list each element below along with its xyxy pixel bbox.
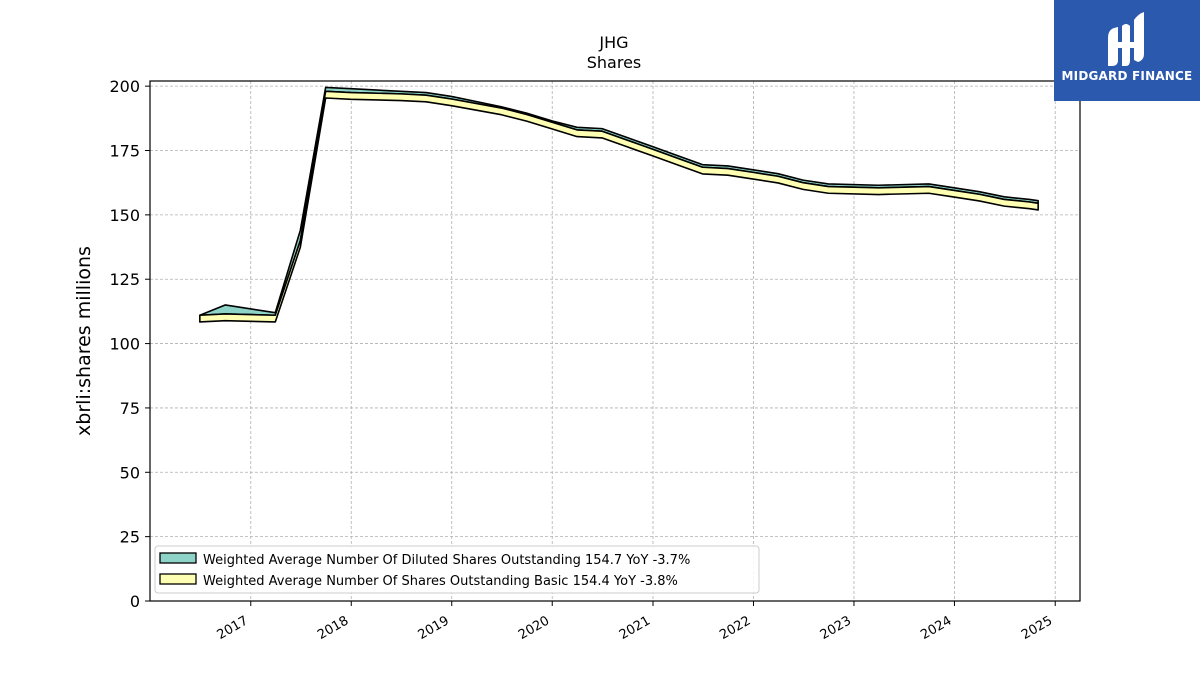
grid: [150, 81, 1080, 602]
x-tick-label: 2020: [516, 613, 552, 643]
plot-area: [150, 81, 1080, 601]
x-tick-label: 2021: [617, 613, 653, 643]
chart-title: JHG: [598, 33, 628, 52]
legend-swatch-diluted: [159, 552, 197, 564]
y-axis-label: xbrli:shares millions: [73, 246, 95, 436]
x-tick-label: 2022: [717, 613, 753, 643]
y-axis: 0 25 50 75 100 125 150 175 200: [109, 77, 150, 611]
y-tick-label: 125: [109, 270, 140, 289]
legend: Weighted Average Number Of Diluted Share…: [154, 545, 760, 594]
legend-label-basic: Weighted Average Number Of Shares Outsta…: [203, 574, 678, 589]
y-tick-label: 200: [109, 77, 140, 96]
chart-subtitle: Shares: [587, 53, 642, 72]
legend-swatch-basic: [159, 573, 197, 585]
logo-text: MIDGARD FINANCE: [1061, 69, 1193, 83]
y-tick-label: 75: [120, 399, 140, 418]
x-tick-label: 2019: [416, 613, 452, 643]
brand-logo: MIDGARD FINANCE: [1054, 0, 1200, 101]
logo-mark-icon: [1108, 12, 1144, 66]
series-basic-area: [199, 90, 1039, 323]
x-tick-label: 2023: [818, 613, 854, 643]
x-axis: 2017 2018 2019 2020 2021 2022 2023 2024 2025: [215, 601, 1056, 643]
series-layer: [199, 86, 1039, 323]
y-tick-label: 25: [120, 528, 140, 547]
plot-frame: [149, 80, 1081, 602]
y-tick-label: 150: [109, 206, 140, 225]
x-tick-label: 2018: [315, 613, 351, 643]
y-tick-label: 175: [109, 142, 140, 161]
x-tick-label: 2024: [918, 613, 954, 643]
y-tick-label: 100: [109, 335, 140, 354]
y-tick-label: 50: [120, 463, 140, 482]
y-tick-label: 0: [130, 592, 140, 611]
x-tick-label: 2017: [215, 613, 251, 643]
legend-label-diluted: Weighted Average Number Of Diluted Share…: [203, 553, 690, 568]
legend-box: [154, 545, 760, 594]
x-tick-label: 2025: [1019, 613, 1055, 643]
